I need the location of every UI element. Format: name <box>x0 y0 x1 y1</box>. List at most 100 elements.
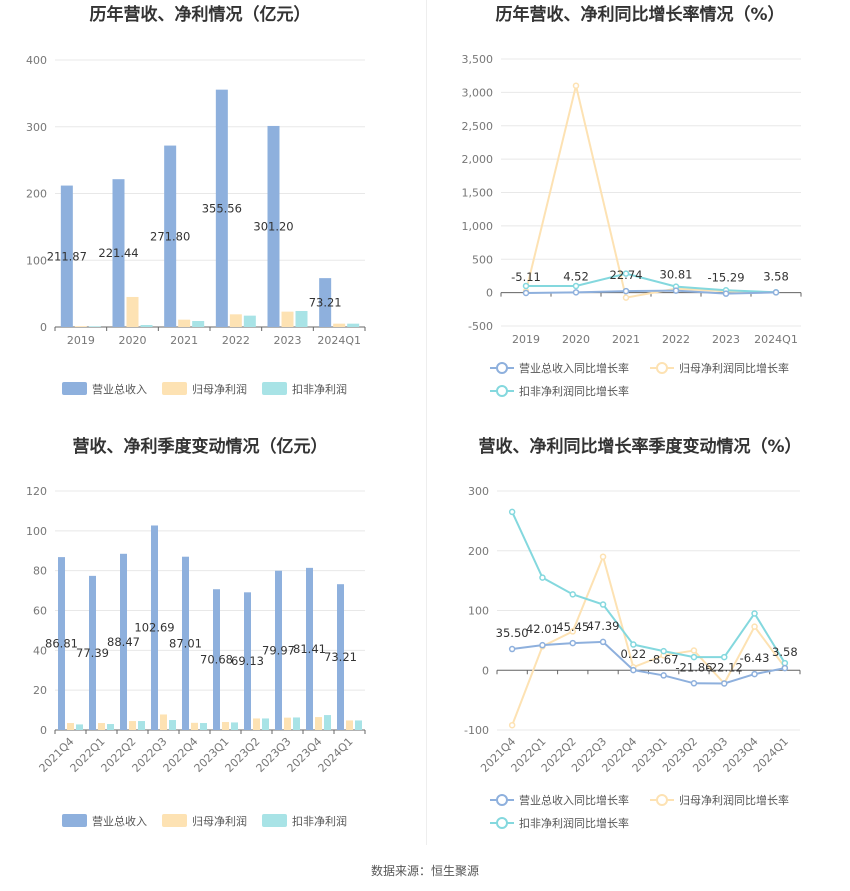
bar-deducted-profit <box>231 722 238 730</box>
data-point <box>522 289 530 297</box>
legend-label: 归母净利润 <box>192 382 247 396</box>
annual-revenue-profit-chart: 历年营收、净利情况（亿元） 0 100 200 300 400 2019 2020 2021 2… <box>0 0 425 430</box>
legend-swatch <box>162 382 187 395</box>
bar-deducted-profit <box>243 315 256 327</box>
bar-net-profit <box>346 720 353 730</box>
legend-swatch <box>62 814 87 827</box>
y-tick-label: 300 <box>468 485 489 498</box>
annual-growth-rate-chart: 历年营收、净利同比增长率情况（%） -500 0 500 1,000 1,500 2,00… <box>425 0 850 430</box>
data-label: 79.97 <box>262 643 295 657</box>
data-label: -22.12 <box>706 660 743 674</box>
chart-3-svg: 营收、净利同比增长率季度变动情况（%） -10001002003002021Q4… <box>464 436 801 830</box>
data-label: -15.29 <box>707 271 744 285</box>
data-label: 86.81 <box>45 637 78 651</box>
data-label: -6.43 <box>740 651 770 665</box>
data-point <box>660 647 667 655</box>
legend-swatch <box>62 382 87 395</box>
data-point <box>690 680 698 687</box>
y-tick-label: 500 <box>472 253 493 266</box>
data-point <box>622 270 630 277</box>
bar-net-profit <box>191 722 198 730</box>
data-label: 221.44 <box>98 246 138 260</box>
y-tick-label: 120 <box>26 485 47 498</box>
data-point <box>722 290 730 297</box>
bar-deducted-profit <box>107 724 114 730</box>
data-label: 30.81 <box>660 268 693 282</box>
bar-deducted-profit <box>262 718 269 730</box>
y-tick-label: 0 <box>486 287 493 300</box>
data-point <box>522 282 530 290</box>
legend-label: 归母净利润同比增长率 <box>679 361 789 375</box>
bar-deducted-profit <box>169 720 176 730</box>
data-point <box>569 591 576 598</box>
data-label: 73.21 <box>324 650 357 664</box>
y-tick-label: 2,500 <box>462 120 494 133</box>
y-tick-label: 100 <box>26 254 47 267</box>
bar-net-profit <box>178 319 191 327</box>
data-point <box>508 508 516 516</box>
x-tick-label: 2022 <box>662 333 690 346</box>
legend-marker <box>496 362 508 374</box>
y-tick-label: 100 <box>26 525 47 538</box>
bar-net-profit <box>253 718 260 730</box>
legend-marker <box>656 794 668 806</box>
y-tick-label: -100 <box>464 724 489 737</box>
legend-label: 营业总收入 <box>92 382 147 396</box>
data-label: -21.86 <box>675 660 712 674</box>
bar-revenue <box>306 567 313 730</box>
chart-2-svg: 营收、净利季度变动情况（亿元） 0204060801001202021Q4202… <box>26 436 366 828</box>
legend-swatch <box>262 814 287 827</box>
data-label: 70.68 <box>200 653 233 667</box>
bar-deducted-profit <box>140 324 153 327</box>
data-label: 3.58 <box>772 645 798 659</box>
bar-net-profit <box>333 323 346 327</box>
y-tick-label: 1,500 <box>462 187 494 200</box>
bar-net-profit <box>284 717 291 730</box>
bar-deducted-profit <box>200 723 207 730</box>
data-point <box>569 628 576 635</box>
bar-revenue <box>89 575 96 730</box>
data-point <box>690 653 698 661</box>
chart-title: 历年营收、净利同比增长率情况（%） <box>495 4 784 25</box>
data-label: 355.56 <box>202 201 242 215</box>
data-label: 45.45 <box>556 620 589 634</box>
x-tick-label: 2021 <box>612 333 640 346</box>
data-label: 81.41 <box>293 642 326 656</box>
chart-0-svg: 历年营收、净利情况（亿元） 0 100 200 300 400 2019 2020 2021 2… <box>26 4 366 396</box>
bar-revenue <box>164 145 177 327</box>
bar-deducted-profit <box>295 310 308 327</box>
bar-deducted-profit <box>324 715 331 730</box>
data-point <box>751 610 758 617</box>
y-tick-label: 1,000 <box>462 220 494 233</box>
quarterly-revenue-profit-chart: 营收、净利季度变动情况（亿元） 0 20 40 60 80 100 120 2021Q4 202… <box>0 430 425 860</box>
legend-marker <box>496 817 508 829</box>
series-line-deducted-profit-yoy <box>511 511 786 664</box>
data-label: 3.58 <box>763 269 789 283</box>
data-point <box>539 641 546 649</box>
bar-revenue <box>151 525 158 730</box>
data-point <box>721 653 728 661</box>
chart-title: 营收、净利季度变动情况（亿元） <box>73 436 328 457</box>
legend-label: 扣非净利润 <box>292 382 347 396</box>
y-tick-label: -500 <box>468 320 493 333</box>
x-tick-label: 2019 <box>67 334 95 347</box>
data-point <box>599 638 607 646</box>
series-line-net-profit-yoy <box>511 553 786 726</box>
data-label: 4.52 <box>563 269 589 283</box>
bar-revenue <box>244 592 251 730</box>
data-point <box>772 289 780 296</box>
bar-deducted-profit <box>88 326 101 327</box>
series-line-revenue-yoy <box>525 289 777 295</box>
y-tick-label: 100 <box>468 605 489 618</box>
bar-net-profit <box>160 714 167 730</box>
data-label: 77.39 <box>76 646 109 660</box>
legend-label: 扣非净利润同比增长率 <box>519 384 629 398</box>
data-label: 73.21 <box>309 296 342 310</box>
bar-deducted-profit <box>347 323 360 327</box>
bar-revenue <box>319 278 332 327</box>
data-source-note: 数据来源：恒生聚源 <box>370 864 479 878</box>
legend-marker <box>656 362 668 374</box>
data-label: 47.39 <box>587 619 620 633</box>
legend-label: 归母净利润 <box>192 814 247 828</box>
data-label: -8.67 <box>649 652 679 666</box>
